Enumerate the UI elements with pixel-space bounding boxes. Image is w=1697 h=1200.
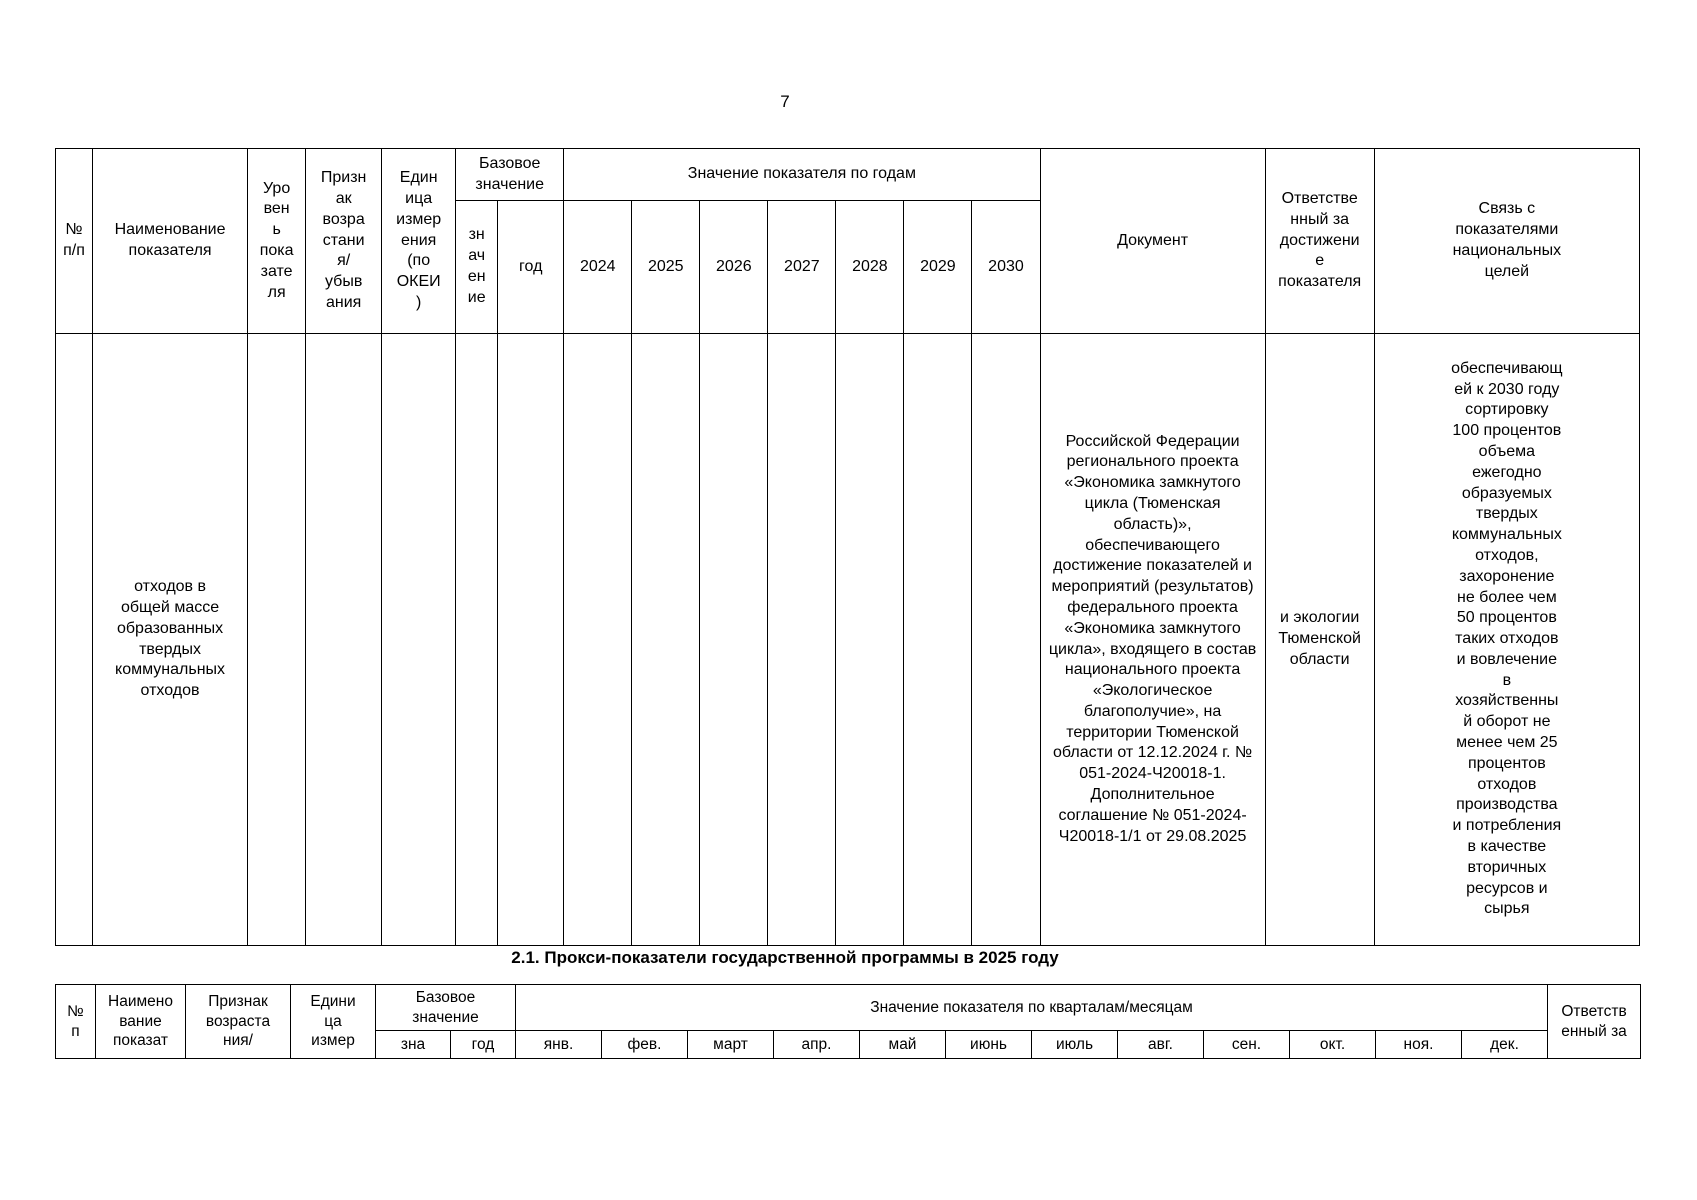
col-header-base-value-label: значение [467, 226, 486, 306]
col-header-level: Уровень показателя [247, 148, 307, 334]
col-header-name: Наименование показателя [92, 148, 249, 334]
month-header-jul: июль [1031, 1030, 1118, 1059]
t2-col-header-responsible-label: Ответственный за [1561, 1002, 1627, 1040]
cell-year-2025 [631, 333, 701, 946]
t2-col-header-name: Наименование показат [95, 984, 186, 1059]
page-number: 7 [780, 92, 790, 111]
t2-col-header-base-group: Базовое значение [375, 984, 516, 1031]
t2-col-header-months-group: Значение показателя по кварталам/месяцам [514, 984, 1549, 1031]
year-header-2027: 2027 [767, 200, 837, 334]
col-header-responsible: Ответственный за достижение показателя [1264, 148, 1375, 334]
t2-col-header-responsible: Ответственный за [1547, 984, 1642, 1059]
t2-col-header-unit: Единица измер [290, 984, 376, 1059]
document-text: Российской Федерации регионального проек… [1048, 432, 1257, 845]
col-header-base-year-label: год [519, 257, 543, 275]
t2-col-header-num: № п [55, 984, 96, 1059]
month-header-mar: март [687, 1030, 774, 1059]
col-header-base-value: значение [455, 200, 499, 334]
cell-year-2029 [903, 333, 973, 946]
responsible-text: и экологии Тюменской области [1278, 609, 1361, 668]
year-header-2028: 2028 [835, 200, 905, 334]
year-header-2029: 2029 [903, 200, 973, 334]
col-header-unit-label: Единица измерения (по ОКЕИ) [396, 169, 442, 311]
cell-year-2027 [767, 333, 837, 946]
col-header-level-label: Уровень показателя [259, 179, 294, 301]
cell-unit [381, 333, 457, 946]
t2-col-header-unit-label: Единица измер [310, 992, 356, 1050]
t2-col-header-num-label: № п [67, 1002, 84, 1040]
col-header-years-group: Значение показателя по годам [563, 148, 1041, 201]
col-header-years-label: Значение показателя по годам [687, 165, 916, 183]
year-header-2030: 2030 [971, 200, 1041, 334]
t2-col-header-growth: Признак возрастания/ [185, 984, 291, 1059]
month-header-nov: ноя. [1375, 1030, 1462, 1059]
col-header-num: № п/п [54, 148, 94, 334]
indicators-table: № п/п Наименование показателя Уровень по… [54, 148, 1641, 946]
proxy-indicators-table: № п Наименование показат Признак возраст… [55, 984, 1642, 1059]
t2-col-header-growth-label: Признак возрастания/ [205, 992, 271, 1050]
t2-col-header-name-label: Наименование показат [108, 992, 173, 1050]
cell-year-2026 [699, 333, 769, 946]
t2-col-header-base-label: Базовое значение [412, 988, 479, 1026]
month-header-feb: фев. [601, 1030, 688, 1059]
indicator-row: отходов в общей массе образованных тверд… [54, 333, 1641, 946]
month-header-sep: сен. [1203, 1030, 1290, 1059]
col-header-growth: Признак возрастания/убывания [305, 148, 383, 334]
cell-responsible: и экологии Тюменской области [1264, 333, 1375, 946]
national-goals-link-text: обеспечивающей к 2030 году сортировку 10… [1451, 359, 1563, 918]
col-header-link: Связь с показателями национальных целей [1373, 148, 1641, 334]
col-header-unit: Единица измерения (по ОКЕИ) [381, 148, 457, 334]
cell-name: отходов в общей массе образованных тверд… [92, 333, 249, 946]
section-heading: 2.1. Прокси-показатели государственной п… [511, 948, 1059, 967]
col-header-base-label: Базовое значение [475, 154, 545, 193]
cell-year-2030 [971, 333, 1041, 946]
cell-document: Российской Федерации регионального проек… [1039, 333, 1266, 946]
col-header-responsible-label: Ответственный за достижение показателя [1278, 190, 1362, 291]
month-header-dec: дек. [1460, 1030, 1549, 1059]
month-header-apr: апр. [773, 1030, 860, 1059]
cell-link: обеспечивающей к 2030 году сортировку 10… [1373, 333, 1641, 946]
cell-num [54, 333, 94, 946]
year-header-2026: 2026 [699, 200, 769, 334]
t2-col-header-months-label: Значение показателя по кварталам/месяцам [870, 998, 1193, 1016]
col-header-link-label: Связь с показателями национальных целей [1452, 200, 1562, 280]
col-header-num-label: № п/п [63, 221, 85, 259]
month-header-jan: янв. [515, 1030, 602, 1059]
cell-level [247, 333, 307, 946]
month-header-may: май [859, 1030, 946, 1059]
col-header-document: Документ [1039, 148, 1266, 334]
cell-year-2024 [563, 333, 633, 946]
indicator-name-text: отходов в общей массе образованных тверд… [115, 578, 226, 700]
cell-year-2028 [835, 333, 905, 946]
cell-growth [305, 333, 383, 946]
cell-base-value [455, 333, 499, 946]
col-header-base-group: Базовое значение [455, 148, 565, 201]
col-header-document-label: Документ [1117, 231, 1189, 249]
year-header-2024: 2024 [563, 200, 633, 334]
col-header-growth-label: Признак возрастания/убывания [320, 169, 367, 311]
year-header-2025: 2025 [631, 200, 701, 334]
month-header-oct: окт. [1289, 1030, 1376, 1059]
col-header-base-year: год [497, 200, 565, 334]
t2-col-header-base-value: зна [375, 1030, 451, 1059]
col-header-name-label: Наименование показателя [114, 221, 226, 259]
month-header-aug: авг. [1117, 1030, 1204, 1059]
cell-base-year [497, 333, 565, 946]
month-header-jun: июнь [945, 1030, 1032, 1059]
t2-col-header-base-year: год [450, 1030, 516, 1059]
